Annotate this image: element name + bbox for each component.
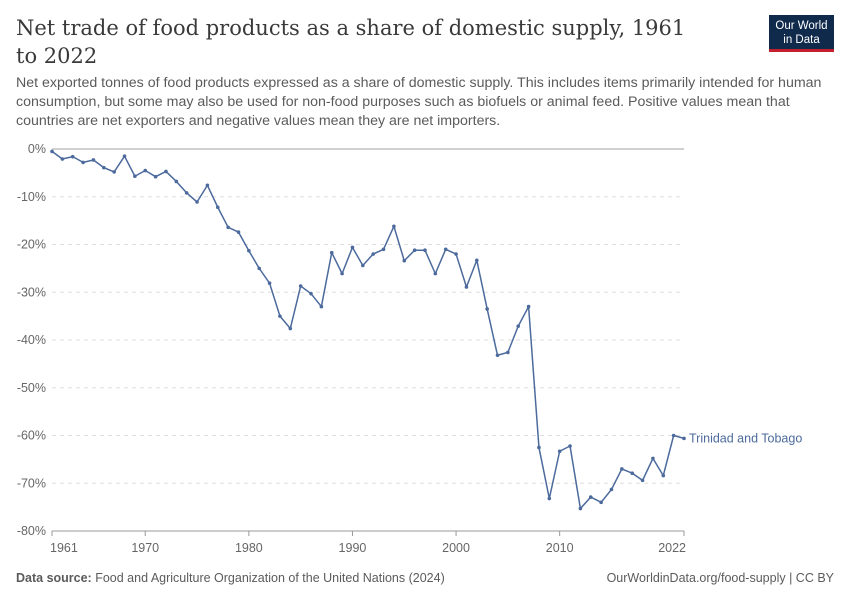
data-point: [506, 350, 510, 355]
data-point: [288, 326, 293, 331]
data-point: [412, 248, 417, 253]
data-point: [215, 205, 220, 210]
data-point: [516, 324, 521, 328]
data-point: [226, 225, 230, 230]
data-point: [81, 160, 85, 165]
data-point: [236, 230, 241, 234]
data-point: [143, 168, 148, 173]
chart-title: Net trade of food products as a share of…: [16, 16, 686, 68]
y-tick-label: -20%: [17, 238, 46, 252]
owid-logo[interactable]: Our World in Data: [769, 15, 834, 52]
data-point: [568, 444, 572, 448]
data-point: [651, 456, 655, 461]
data-point: [640, 478, 645, 483]
x-tick-label: 1990: [339, 541, 367, 555]
data-point: [537, 445, 541, 450]
data-point: [547, 496, 552, 501]
data-point: [671, 433, 676, 438]
data-point: [153, 174, 158, 179]
data-point: [423, 248, 427, 253]
data-point: [278, 314, 282, 318]
data-point: [340, 271, 344, 276]
data-point: [298, 284, 303, 288]
data-source: Data source: Food and Agriculture Organi…: [16, 571, 445, 585]
data-point: [133, 174, 137, 179]
series-line: [51, 150, 685, 510]
data-point: [350, 245, 355, 250]
x-tick-label: 2010: [546, 541, 574, 555]
data-point: [184, 191, 189, 195]
data-point: [174, 179, 179, 184]
y-tick-label: -60%: [17, 429, 46, 443]
data-point: [205, 183, 210, 188]
x-tick-label: 2022: [658, 541, 686, 555]
data-point: [361, 263, 365, 268]
series-layer: Trinidad and Tobago: [50, 149, 802, 511]
chart-subtitle: Net exported tonnes of food products exp…: [16, 75, 822, 129]
data-point: [682, 436, 686, 441]
data-point: [112, 170, 116, 174]
data-point: [630, 471, 634, 476]
data-point: [433, 271, 438, 276]
data-point: [50, 149, 54, 154]
x-tick-label: 1961: [50, 541, 78, 555]
data-point: [495, 353, 500, 358]
footer-credit[interactable]: OurWorldinData.org/food-supply | CC BY: [606, 571, 834, 585]
data-source-text[interactable]: Food and Agriculture Organization of the…: [95, 571, 445, 585]
grid-layer: [52, 148, 684, 532]
data-point: [620, 467, 624, 471]
y-tick-label: 0%: [28, 142, 46, 156]
data-point: [443, 247, 448, 252]
data-point: [247, 248, 251, 253]
data-point: [371, 252, 375, 256]
y-tick-label: -80%: [17, 524, 46, 538]
data-point: [195, 200, 199, 204]
series-label: Trinidad and Tobago: [689, 431, 802, 445]
data-point: [102, 165, 106, 170]
y-tick-label: -50%: [17, 381, 46, 395]
data-point: [599, 500, 603, 505]
y-tick-label: -30%: [17, 285, 46, 299]
data-point: [91, 158, 96, 162]
logo-line-2: in Data: [783, 34, 820, 46]
data-source-label: Data source:: [16, 571, 92, 585]
data-point: [381, 247, 386, 252]
x-tick-label: 1980: [235, 541, 263, 555]
data-point: [474, 258, 479, 263]
logo-line-1: Our World: [775, 20, 828, 32]
data-point: [402, 258, 407, 263]
data-point: [485, 307, 489, 311]
data-point: [578, 506, 583, 511]
data-point: [609, 487, 614, 492]
x-tick-label: 1970: [131, 541, 159, 555]
data-point: [60, 157, 65, 161]
y-tick-label: -70%: [17, 476, 46, 490]
data-point: [392, 224, 396, 229]
data-point: [257, 266, 262, 271]
data-point: [122, 154, 127, 158]
data-point: [70, 154, 75, 159]
y-tick-label: -40%: [17, 333, 46, 347]
data-point: [329, 250, 334, 255]
data-point: [164, 169, 168, 174]
axis-layer: 0% -10% -20% -30% -40% -50% -60% -70% -80% 1961 19…: [17, 142, 686, 555]
data-point: [319, 304, 324, 309]
data-point: [557, 449, 562, 454]
x-tick-label: 2000: [442, 541, 470, 555]
data-point: [588, 495, 593, 499]
data-point: [454, 252, 458, 256]
data-point: [526, 304, 531, 309]
data-point: [464, 285, 469, 289]
data-point: [309, 291, 313, 296]
data-point: [267, 281, 272, 285]
y-tick-label: -10%: [17, 190, 46, 204]
data-point: [661, 473, 666, 478]
line-chart: 0% -10% -20% -30% -40% -50% -60% -70% -80% 1961 19…: [17, 142, 803, 555]
